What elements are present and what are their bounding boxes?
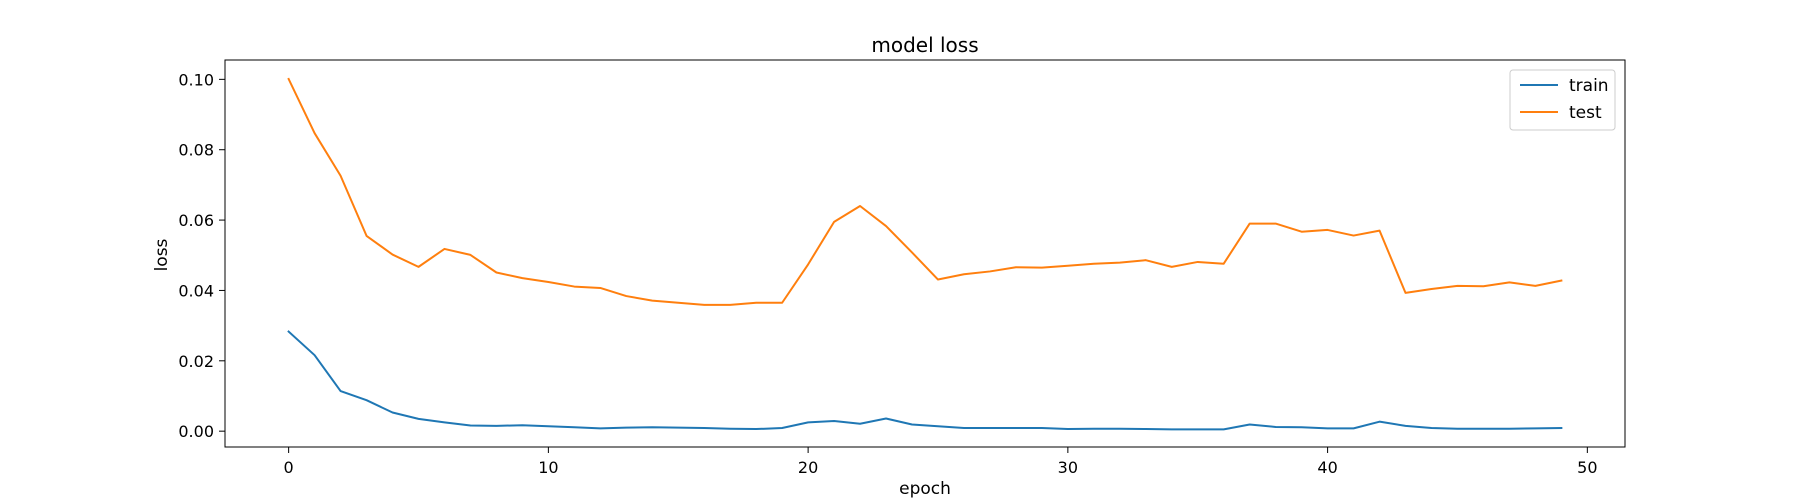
- chart-title: model loss: [871, 33, 978, 57]
- x-axis-label: epoch: [899, 479, 951, 499]
- y-tick-label: 0.00: [178, 422, 214, 441]
- legend-label-train: train: [1569, 76, 1609, 96]
- y-tick-label: 0.02: [178, 352, 214, 371]
- series-line-test: [287, 77, 1563, 306]
- y-axis-label: loss: [152, 238, 172, 271]
- x-tick-label: 30: [1058, 458, 1078, 477]
- legend-label-test: test: [1569, 103, 1602, 123]
- x-tick-label: 50: [1577, 458, 1597, 477]
- y-tick-label: 0.10: [178, 70, 214, 89]
- axes-frame: [224, 59, 1626, 448]
- x-tick-label: 0: [284, 458, 294, 477]
- x-tick-label: 20: [798, 458, 818, 477]
- y-tick-label: 0.08: [178, 141, 214, 160]
- x-tick-label: 40: [1317, 458, 1337, 477]
- x-tick-label: 10: [538, 458, 558, 477]
- plot-area: 0 10 20 30 40 50 0.00 0.02 0.04 0.06 0.08 0.10 train…: [178, 59, 1626, 477]
- y-tick-label: 0.04: [178, 281, 214, 300]
- y-tick-label: 0.06: [178, 211, 214, 230]
- series-line-train: [287, 330, 1563, 431]
